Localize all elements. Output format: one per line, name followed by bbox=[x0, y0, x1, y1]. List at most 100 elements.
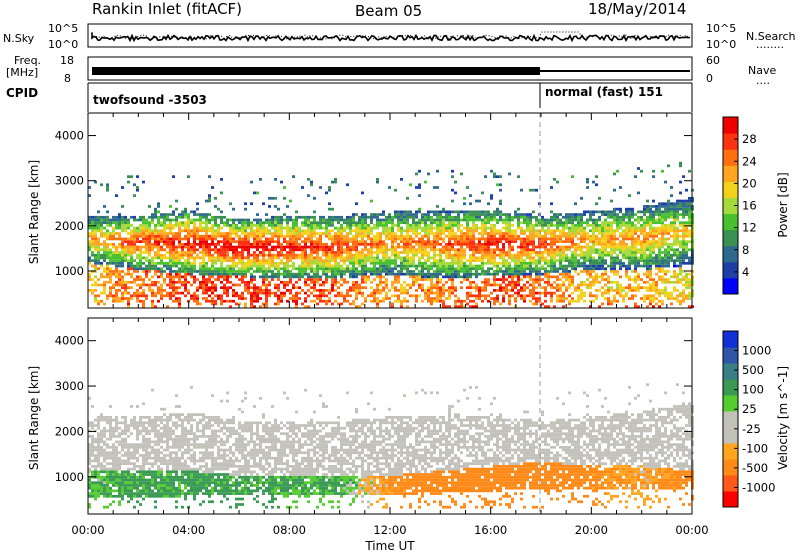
power-cell bbox=[247, 256, 250, 260]
nave-right-bottom-tick: 0 bbox=[706, 72, 713, 85]
power-cell bbox=[580, 224, 583, 227]
power-cell bbox=[391, 302, 394, 306]
power-cell bbox=[319, 226, 322, 230]
power-cell bbox=[484, 280, 487, 284]
power-cell bbox=[595, 226, 598, 230]
power-cell bbox=[178, 213, 181, 216]
power-cell bbox=[352, 213, 355, 216]
power-cell bbox=[289, 199, 292, 203]
power-cell bbox=[541, 264, 544, 268]
power-cell bbox=[436, 275, 439, 279]
power-cell bbox=[115, 272, 118, 276]
power-cell bbox=[370, 270, 373, 273]
power-cell bbox=[145, 237, 148, 241]
power-cell bbox=[208, 248, 211, 252]
power-cell bbox=[496, 253, 499, 257]
power-cell bbox=[424, 251, 427, 254]
power-cell bbox=[649, 232, 652, 235]
power-cell bbox=[454, 248, 457, 252]
power-cell bbox=[604, 237, 607, 241]
power-cell bbox=[442, 245, 445, 249]
power-cell bbox=[655, 256, 658, 260]
power-cell bbox=[595, 248, 598, 252]
power-cell bbox=[202, 275, 205, 279]
power-cell bbox=[451, 253, 454, 257]
power-cell bbox=[397, 213, 400, 216]
power-cell bbox=[235, 229, 238, 233]
power-cell bbox=[157, 237, 160, 241]
power-cell bbox=[502, 264, 505, 268]
power-cell bbox=[223, 245, 226, 249]
power-cell bbox=[499, 218, 502, 222]
power-cell bbox=[409, 224, 412, 227]
power-cell bbox=[118, 232, 121, 235]
power-cell bbox=[613, 248, 616, 252]
power-cell bbox=[508, 224, 511, 227]
power-cell bbox=[418, 226, 421, 230]
power-cell bbox=[130, 245, 133, 249]
power-cell bbox=[289, 256, 292, 260]
power-cell bbox=[172, 251, 175, 254]
power-cell bbox=[544, 270, 547, 273]
power-cell bbox=[361, 278, 364, 281]
power-cell bbox=[361, 234, 364, 238]
power-cell bbox=[145, 224, 148, 227]
power-cell bbox=[256, 289, 259, 292]
power-cell bbox=[295, 280, 298, 284]
power-cell bbox=[571, 218, 574, 222]
power-cell bbox=[88, 232, 91, 235]
power-cell bbox=[274, 229, 277, 233]
power-cell bbox=[574, 229, 577, 233]
power-cell bbox=[139, 240, 142, 243]
power-cell bbox=[475, 215, 478, 219]
power-cell bbox=[247, 237, 250, 241]
power-cell bbox=[220, 286, 223, 290]
power-cell bbox=[637, 226, 640, 230]
power-cell bbox=[433, 218, 436, 222]
power-cell bbox=[106, 272, 109, 276]
power-cell bbox=[628, 221, 631, 225]
power-cell bbox=[253, 278, 256, 281]
power-cell bbox=[379, 232, 382, 235]
power-cell bbox=[367, 267, 370, 271]
power-cell bbox=[253, 234, 256, 238]
power-cell bbox=[226, 275, 229, 279]
power-cell bbox=[442, 226, 445, 230]
power-cell bbox=[508, 302, 511, 306]
power-cell bbox=[502, 218, 505, 222]
power-cell bbox=[415, 299, 418, 303]
power-cell bbox=[547, 248, 550, 252]
power-cell bbox=[292, 264, 295, 268]
power-cell bbox=[307, 261, 310, 265]
power-cell bbox=[94, 299, 97, 303]
power-cell bbox=[418, 183, 421, 187]
power-cell bbox=[424, 261, 427, 265]
power-cell bbox=[379, 275, 382, 279]
power-cell bbox=[514, 259, 517, 262]
power-cell bbox=[217, 297, 220, 300]
power-cell bbox=[178, 270, 181, 273]
power-cell bbox=[343, 229, 346, 233]
power-cell bbox=[448, 248, 451, 252]
power-cell bbox=[592, 210, 595, 214]
power-cell bbox=[256, 218, 259, 222]
power-cell bbox=[340, 237, 343, 241]
power-cell bbox=[619, 264, 622, 268]
power-cell bbox=[268, 283, 271, 287]
power-cell bbox=[292, 234, 295, 238]
power-cell bbox=[394, 253, 397, 257]
power-cell bbox=[346, 291, 349, 295]
power-cell bbox=[133, 280, 136, 284]
power-cell bbox=[556, 253, 559, 257]
power-cell bbox=[649, 251, 652, 254]
power-cell bbox=[409, 215, 412, 219]
power-cell bbox=[181, 213, 184, 216]
power-cell bbox=[583, 280, 586, 284]
power-cell bbox=[538, 297, 541, 300]
power-cell bbox=[505, 229, 508, 233]
power-cell bbox=[412, 264, 415, 268]
power-cell bbox=[592, 283, 595, 287]
power-cell bbox=[280, 251, 283, 254]
power-cell bbox=[544, 267, 547, 271]
power-cell bbox=[535, 234, 538, 238]
